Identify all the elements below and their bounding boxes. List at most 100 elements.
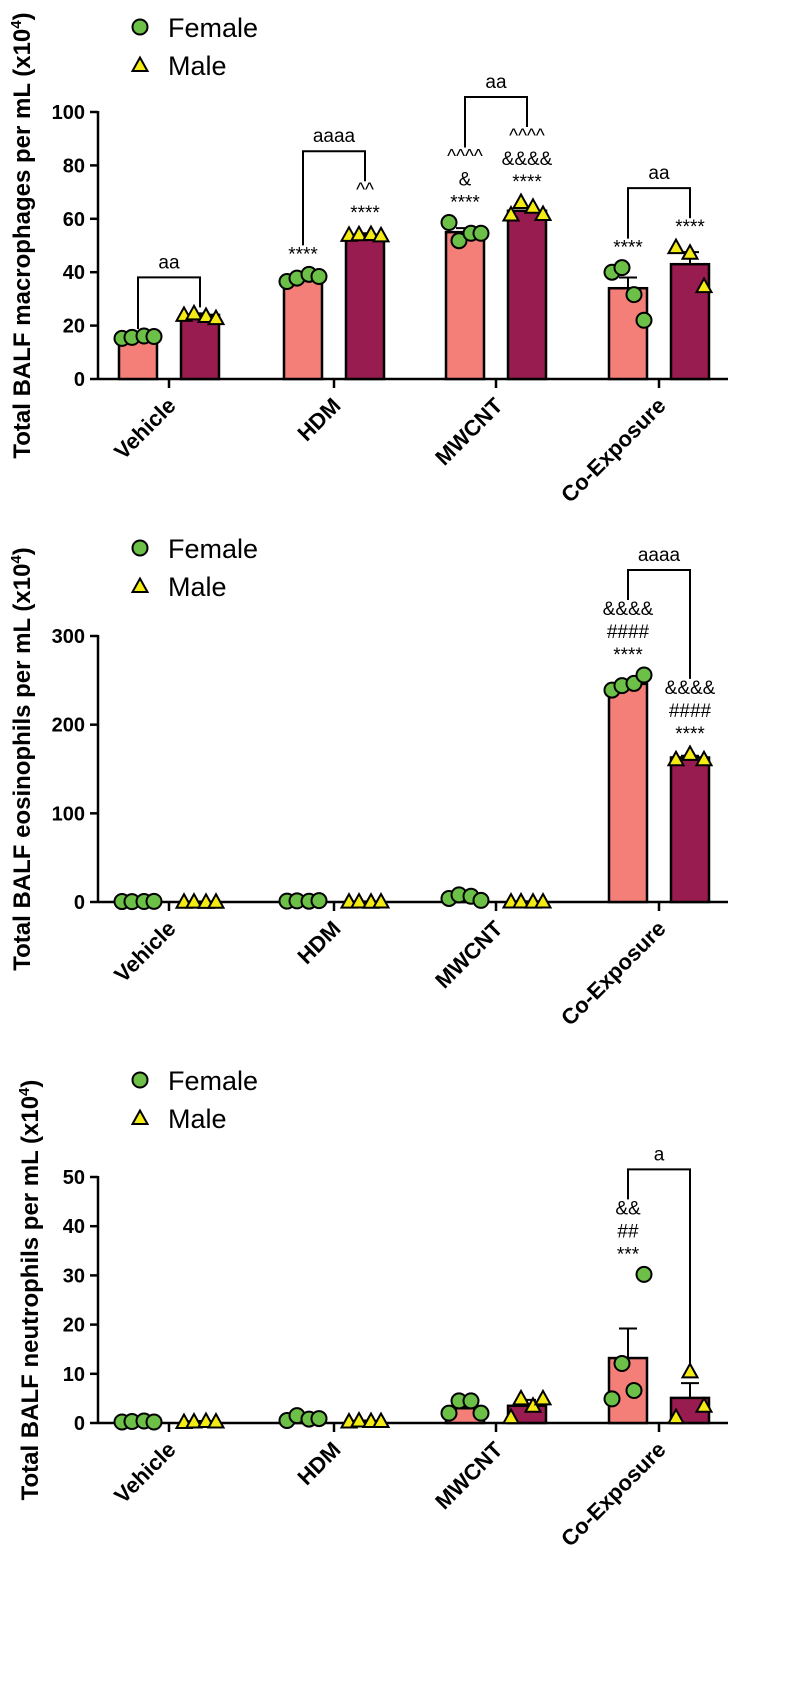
x-tick-label: MWCNT: [430, 915, 508, 993]
y-tick-label: 10: [63, 1364, 85, 1386]
legend-female-label: Female: [168, 1066, 258, 1096]
comparison-label: a: [654, 1144, 665, 1165]
legend-female-label: Female: [168, 13, 258, 43]
male-data-point: [694, 1396, 714, 1413]
x-tick-label: HDM: [292, 393, 345, 446]
legend-female-label: Female: [168, 534, 258, 564]
x-tick-label: MWCNT: [430, 392, 508, 470]
legend-male-label: Male: [168, 572, 227, 602]
significance-label: ****: [512, 172, 542, 193]
significance-label: &&&&: [603, 599, 654, 620]
comparison-bracket: [627, 1168, 691, 1366]
male-data-point: [666, 749, 686, 767]
comparison-bracket: [627, 187, 691, 239]
significance-label: ^^: [356, 180, 374, 201]
y-tick-label: 60: [63, 209, 85, 231]
male-data-point: [349, 224, 369, 242]
female-data-point: [145, 328, 163, 346]
y-axis-label: Total BALF eosinophils per mL (x104): [8, 547, 36, 971]
legend-female-marker: [131, 18, 149, 36]
male-data-point: [533, 204, 553, 221]
y-axis-label: Total BALF neutrophils per mL (x104): [16, 1080, 44, 1501]
significance-label: ^^^^: [509, 126, 545, 147]
significance-label: ****: [288, 244, 318, 265]
male-bar-co-exposure: [669, 756, 711, 904]
y-axis-label: Total BALF macrophages per mL (x104): [8, 12, 36, 458]
male-data-point: [196, 306, 216, 323]
x-tick-label: Vehicle: [109, 1437, 180, 1508]
x-tick-label: Vehicle: [109, 393, 180, 464]
male-data-point: [361, 224, 381, 242]
female-data-point: [472, 224, 490, 242]
comparison-bracket: [464, 95, 528, 148]
male-data-point: [371, 891, 391, 909]
male-data-point: [349, 891, 369, 909]
significance-label: &&: [615, 1198, 641, 1219]
legend-female-marker: [131, 1071, 149, 1089]
significance-label: ***: [617, 1244, 640, 1265]
y-axis-label-close: ): [9, 12, 36, 20]
y-tick-label: 40: [63, 262, 85, 284]
female-data-point: [462, 1392, 480, 1410]
comparison-bracket: [302, 150, 366, 246]
comparison-bracket: [137, 276, 201, 329]
legend-male-label: Male: [168, 1104, 227, 1134]
significance-label: ****: [613, 645, 643, 666]
x-tick-label: Co-Exposure: [556, 393, 670, 507]
y-tick-label: 100: [52, 803, 85, 825]
male-data-point: [666, 237, 686, 255]
significance-label: ****: [613, 238, 643, 259]
legend-female-marker: [131, 539, 149, 557]
female-data-point: [310, 1410, 328, 1428]
legend-male-marker: [130, 55, 150, 72]
y-tick-label: 300: [52, 626, 85, 648]
female-data-point: [472, 1404, 490, 1422]
female-data-point: [635, 311, 653, 329]
comparison-label: aa: [648, 163, 670, 184]
female-data-point: [450, 232, 468, 250]
male-data-point: [206, 892, 226, 909]
y-tick-label: 100: [52, 102, 85, 124]
legend: Female Male: [130, 534, 258, 602]
male-data-point: [501, 204, 521, 222]
y-tick-label: 30: [63, 1265, 85, 1287]
male-data-point: [523, 197, 543, 214]
y-tick-label: 0: [74, 892, 85, 914]
y-tick-label: 40: [63, 1216, 85, 1238]
male-data-point: [371, 225, 391, 243]
male-data-point: [511, 891, 531, 909]
male-data-point: [533, 1388, 553, 1406]
y-tick-label: 0: [74, 1413, 85, 1435]
male-bar-hdm: [344, 233, 386, 381]
male-data-point: [694, 276, 714, 294]
male-data-point: [533, 891, 553, 909]
y-axis-label-exponent: 4: [16, 1087, 33, 1096]
male-data-point: [501, 1407, 521, 1425]
comparison-label: aaaa: [638, 545, 681, 566]
significance-label: ####: [669, 701, 712, 722]
female-data-point: [145, 892, 163, 910]
y-tick-label: 20: [63, 316, 85, 338]
female-data-point: [613, 1354, 631, 1372]
y-tick-label: 20: [63, 1315, 85, 1337]
y-axis-label-text: Total BALF macrophages per mL (x10: [9, 29, 36, 459]
female-bar-hdm: [282, 276, 324, 381]
significance-label: ####: [607, 622, 650, 643]
male-data-point: [680, 744, 700, 761]
significance-label: &&&&: [665, 678, 716, 699]
male-bar-mwcnt: [506, 209, 548, 381]
female-data-point: [145, 1413, 163, 1431]
female-data-point: [440, 214, 458, 232]
male-data-point: [206, 1411, 226, 1429]
x-tick-label: MWCNT: [430, 1436, 508, 1514]
male-data-point: [680, 1361, 700, 1379]
comparison-bracket: [627, 569, 691, 679]
male-data-point: [371, 1411, 391, 1429]
y-tick-label: 80: [63, 155, 85, 177]
male-data-point: [184, 892, 204, 909]
legend-male-label: Male: [168, 51, 227, 81]
significance-label: ****: [675, 724, 705, 745]
male-data-point: [680, 243, 700, 260]
male-data-point: [184, 303, 204, 321]
